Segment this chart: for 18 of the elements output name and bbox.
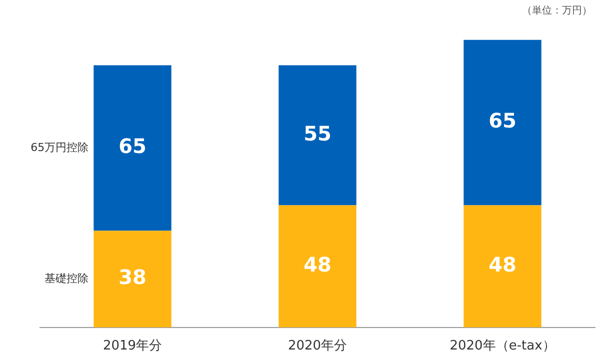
- bar: [94, 230, 172, 328]
- data-label: 55: [304, 121, 332, 146]
- series-label: 65万円控除: [30, 140, 89, 154]
- bar: [278, 205, 356, 328]
- x-tick-label: 2020年分: [288, 338, 348, 354]
- data-label: 65: [488, 108, 516, 133]
- data-label: 48: [304, 252, 332, 277]
- bar: [278, 65, 356, 206]
- data-label: 48: [488, 252, 516, 277]
- x-tick-label: 2020年（e-tax）: [450, 338, 556, 354]
- series-label: 基礎控除: [44, 272, 89, 285]
- data-label: 65: [118, 134, 146, 158]
- data-label: 38: [118, 265, 146, 290]
- x-tick-label: 2019年分: [102, 338, 162, 354]
- bar: [464, 40, 542, 206]
- bar: [464, 205, 542, 328]
- bar: [94, 65, 172, 231]
- text: （単位：万円）: [522, 4, 592, 17]
